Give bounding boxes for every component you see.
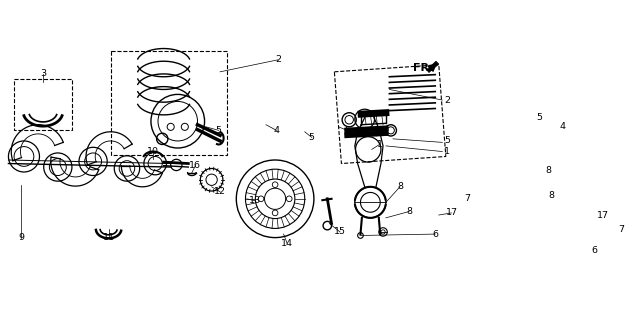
Text: 11: 11 — [103, 233, 114, 242]
Text: 8: 8 — [545, 166, 551, 175]
Text: 12: 12 — [214, 187, 226, 196]
Text: 4: 4 — [559, 122, 566, 131]
Text: 2: 2 — [444, 96, 450, 105]
Text: 7: 7 — [618, 225, 624, 234]
Text: 17: 17 — [596, 211, 608, 220]
Polygon shape — [427, 61, 439, 73]
Text: 2: 2 — [275, 55, 281, 64]
Text: 15: 15 — [334, 228, 346, 236]
Text: 6: 6 — [591, 246, 597, 255]
Text: 5: 5 — [444, 136, 450, 145]
Text: 5: 5 — [344, 126, 350, 135]
Text: 10: 10 — [147, 147, 159, 156]
Text: 5: 5 — [309, 133, 315, 142]
Text: 8: 8 — [406, 207, 412, 216]
Text: 3: 3 — [40, 69, 46, 78]
Text: 5: 5 — [216, 126, 222, 135]
Text: 14: 14 — [281, 239, 293, 248]
Text: 1: 1 — [444, 147, 450, 156]
Text: 6: 6 — [432, 229, 438, 239]
Text: 5: 5 — [536, 113, 542, 122]
Text: FR.: FR. — [413, 63, 433, 73]
Bar — [111, 51, 227, 155]
Text: 17: 17 — [445, 208, 458, 217]
Text: 8: 8 — [549, 191, 555, 200]
Text: 4: 4 — [273, 126, 279, 135]
FancyArrowPatch shape — [429, 64, 436, 71]
Text: 7: 7 — [464, 194, 470, 203]
Text: 1: 1 — [376, 140, 383, 149]
Text: 16: 16 — [189, 161, 201, 170]
Bar — [14, 79, 72, 130]
Text: 9: 9 — [18, 233, 24, 242]
Text: 8: 8 — [397, 182, 403, 191]
Text: 13: 13 — [249, 196, 261, 205]
